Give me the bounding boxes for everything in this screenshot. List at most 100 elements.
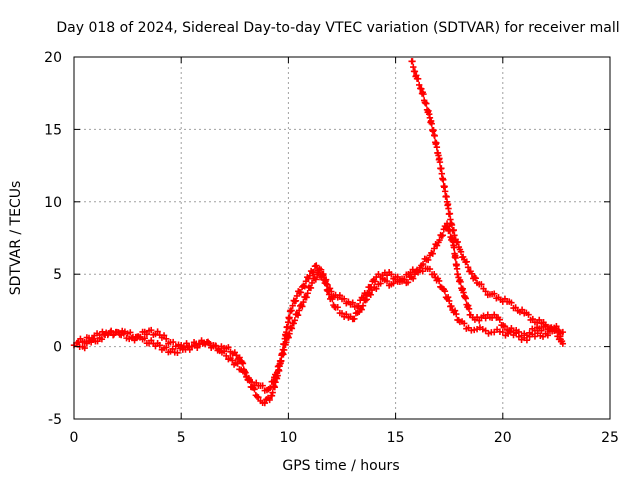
data-point (448, 221, 456, 229)
data-point (439, 232, 446, 239)
series-satellite-track-b (75, 220, 567, 394)
data-point (301, 283, 308, 290)
data-point (272, 372, 280, 380)
data-point (220, 348, 228, 355)
data-point (340, 295, 348, 303)
data-point (457, 278, 464, 286)
data-point (441, 287, 449, 295)
data-point (453, 265, 461, 273)
data-point (307, 284, 315, 292)
data-point (355, 303, 362, 310)
data-point (461, 320, 468, 327)
data-point (306, 272, 314, 279)
data-point (515, 328, 523, 336)
data-point (315, 269, 322, 276)
data-point (435, 277, 443, 285)
data-point (414, 75, 422, 83)
x-tick-label: 0 (70, 430, 79, 446)
data-point (400, 275, 408, 283)
data-point (278, 357, 285, 365)
data-point (482, 315, 489, 322)
data-point (414, 269, 422, 276)
data-point (525, 311, 532, 318)
data-point (351, 315, 358, 323)
data-point (286, 314, 293, 321)
data-point (462, 295, 470, 302)
data-points (70, 58, 567, 407)
data-point (404, 279, 412, 286)
data-point (499, 328, 506, 336)
data-point (223, 352, 230, 360)
data-point (236, 354, 243, 361)
data-point (285, 334, 292, 341)
data-point (453, 310, 460, 318)
data-point (501, 323, 509, 330)
data-point (234, 360, 241, 367)
data-point (238, 359, 246, 366)
data-point (496, 316, 503, 323)
data-point (426, 265, 434, 273)
data-point (288, 325, 296, 332)
data-point (367, 284, 375, 291)
data-point (273, 369, 281, 376)
data-point (295, 307, 303, 314)
data-point (377, 280, 384, 287)
data-point (542, 321, 549, 328)
y-tick-label: 5 (53, 267, 62, 283)
data-point (451, 307, 459, 314)
data-point (169, 338, 177, 346)
x-tick-label: 25 (601, 430, 619, 446)
data-point (147, 326, 155, 334)
data-point (156, 342, 163, 349)
data-point (430, 271, 438, 278)
data-point (334, 304, 341, 311)
data-point (464, 264, 472, 271)
data-point (255, 394, 262, 401)
data-point (259, 382, 266, 389)
data-point (445, 205, 452, 212)
data-point (320, 272, 327, 279)
data-point (241, 368, 248, 375)
data-point (420, 90, 427, 98)
x-tick-label: 15 (387, 430, 405, 446)
data-point (81, 338, 88, 346)
data-point (261, 399, 269, 407)
data-point (491, 290, 498, 297)
data-point (300, 298, 307, 306)
y-tick-label: 10 (44, 195, 62, 211)
data-point (212, 342, 219, 349)
data-point (538, 327, 545, 334)
x-axis-label: GPS time / hours (282, 458, 399, 474)
data-point (423, 100, 430, 107)
data-point (88, 336, 95, 343)
data-point (290, 320, 297, 327)
chart-title: Day 018 of 2024, Sidereal Day-to-day VTE… (56, 20, 619, 36)
data-point (98, 335, 106, 343)
y-tick-label: 15 (44, 122, 62, 138)
data-point (286, 330, 293, 337)
data-point (409, 275, 417, 282)
data-point (225, 344, 232, 351)
data-point (556, 328, 563, 336)
data-point (461, 294, 469, 301)
data-point (546, 324, 554, 331)
data-point (557, 333, 564, 340)
data-point (544, 332, 552, 339)
data-point (311, 275, 318, 282)
data-point (446, 297, 453, 305)
data-point (329, 295, 336, 303)
data-point (169, 345, 176, 353)
data-point (312, 276, 320, 283)
data-point (518, 306, 526, 313)
data-point (195, 340, 203, 348)
data-point (75, 339, 82, 346)
data-point (536, 316, 543, 324)
y-tick-label: -5 (48, 412, 62, 428)
data-point (160, 332, 168, 339)
data-point (233, 352, 240, 359)
data-point (324, 281, 331, 288)
data-point (526, 329, 533, 336)
data-point (313, 262, 320, 269)
data-point (409, 58, 416, 65)
data-point (188, 343, 196, 350)
